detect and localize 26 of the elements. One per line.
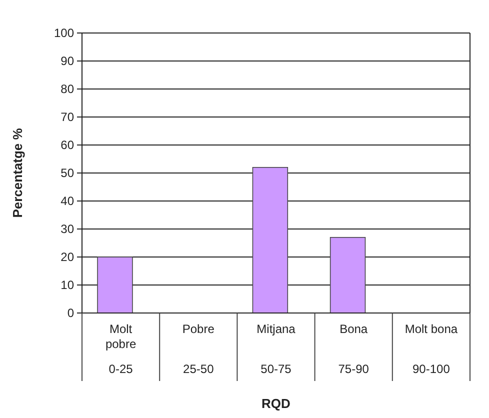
y-tick-label: 80 [60,82,74,96]
x-tick-label: Bona [340,322,368,336]
y-tick-label: 100 [54,26,74,40]
text: 25-50 [183,362,214,376]
text: 50-75 [260,362,292,376]
y-tick-label: 90 [60,54,74,68]
y-tick-label: 10 [60,278,74,292]
y-tick-label: 50 [60,166,74,180]
text: 75-90 [338,362,370,376]
text: 90-100 [412,362,450,376]
x-axis-title: RQD [262,396,290,411]
bar [330,237,366,314]
y-tick-label: 40 [60,194,74,208]
x-tick-label: Pobre [182,322,215,336]
bar [252,167,288,314]
x-tick-label: Mitjana [256,322,296,336]
y-tick-label: 30 [60,222,74,236]
x-tick-label: Molt bona [404,322,458,336]
y-axis-title: Percentatge % [10,128,25,218]
bar [97,256,133,314]
text: 0-25 [108,362,134,376]
y-tick-label: 60 [60,138,74,152]
y-tick-label: 70 [60,110,74,124]
y-tick-label: 20 [60,250,74,264]
y-tick-label: 0 [67,306,74,320]
x-tick-label: Molt pobre [105,322,136,351]
